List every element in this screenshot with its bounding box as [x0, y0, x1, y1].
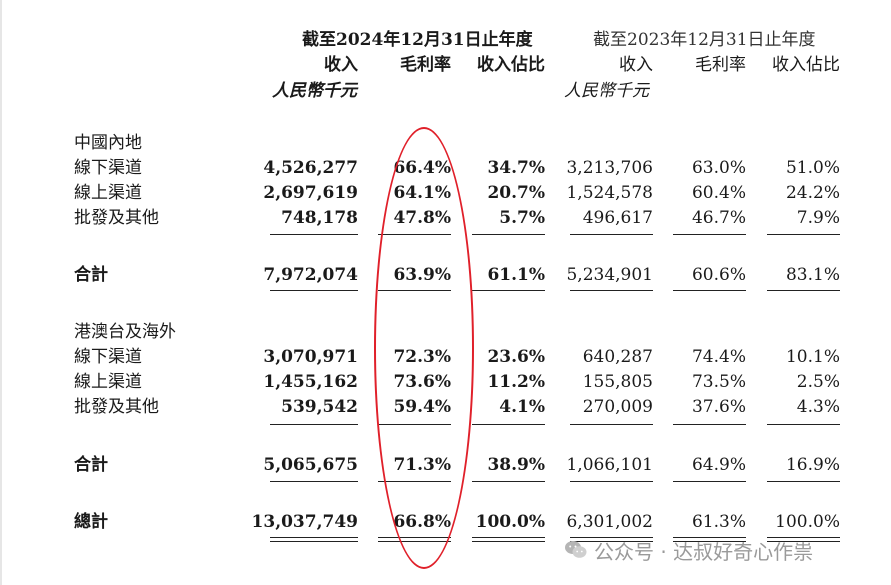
col-share-2024: 收入佔比: [477, 55, 545, 75]
row-label: 線下渠道: [74, 158, 142, 178]
cell-share-2023: 16.9%: [785, 455, 840, 475]
cell-share-2023: 24.2%: [785, 183, 840, 203]
cell-revenue-2024: 748,178: [281, 208, 358, 228]
rule: [673, 234, 746, 235]
page-edge: [0, 0, 2, 585]
rule: [570, 481, 653, 482]
cell-revenue-2024: 3,070,971: [263, 347, 358, 367]
cell-revenue-2023: 1,066,101: [566, 455, 653, 475]
rule: [673, 481, 746, 482]
cell-revenue-2024: 4,526,277: [263, 158, 358, 178]
rule: [270, 481, 358, 482]
wechat-icon: [565, 541, 587, 558]
row-label: 批發及其他: [74, 397, 159, 417]
double-rule: [673, 537, 746, 542]
rule: [270, 290, 358, 291]
cell-revenue-2024: 5,065,675: [263, 455, 358, 475]
cell-revenue-2023: 5,234,901: [566, 265, 653, 285]
rule: [570, 290, 653, 291]
row-label: 線下渠道: [74, 347, 142, 367]
rule: [472, 290, 545, 291]
col-share-2023: 收入佔比: [772, 55, 840, 75]
cell-revenue-2023: 496,617: [582, 208, 653, 228]
rule: [673, 424, 746, 425]
cell-share-2024: 23.6%: [487, 347, 545, 367]
unit-label-2023: 人民幣千元: [564, 81, 649, 101]
row-label: 線上渠道: [74, 183, 142, 203]
col-revenue-2023: 收入: [619, 55, 653, 75]
cell-margin-2023: 46.7%: [691, 208, 746, 228]
watermark-text: 公众号 · 达叔好奇心作祟: [594, 539, 814, 564]
cell-share-2024: 20.7%: [487, 183, 545, 203]
cell-share-2024: 34.7%: [487, 158, 545, 178]
cell-share-2023: 2.5%: [796, 372, 840, 392]
double-rule: [767, 537, 840, 542]
double-rule: [270, 537, 358, 542]
rule: [767, 234, 840, 235]
unit-label-2024: 人民幣千元: [272, 81, 357, 101]
cell-share-2023: 83.1%: [785, 265, 840, 285]
rule: [767, 424, 840, 425]
cell-revenue-2024: 7,972,074: [263, 265, 358, 285]
col-margin-2023: 毛利率: [695, 55, 746, 75]
cell-margin-2023: 64.9%: [691, 455, 746, 475]
cell-margin-2023: 61.3%: [691, 512, 746, 532]
watermark: 公众号 · 达叔好奇心作祟: [564, 535, 813, 565]
rule: [570, 424, 653, 425]
cell-revenue-2023: 1,524,578: [566, 183, 653, 203]
cell-margin-2023: 74.4%: [691, 347, 746, 367]
cell-share-2023: 4.3%: [796, 397, 840, 417]
cell-revenue-2024: 1,455,162: [263, 372, 358, 392]
cell-revenue-2023: 3,213,706: [566, 158, 653, 178]
double-rule: [472, 537, 545, 542]
cell-revenue-2023: 155,805: [582, 372, 653, 392]
cell-share-2024: 4.1%: [499, 397, 545, 417]
cell-revenue-2023: 6,301,002: [566, 512, 653, 532]
row-label: 總計: [74, 512, 108, 532]
col-margin-2024: 毛利率: [400, 55, 451, 75]
row-label: 批發及其他: [74, 208, 159, 228]
cell-margin-2023: 73.5%: [691, 372, 746, 392]
cell-share-2023: 7.9%: [796, 208, 840, 228]
red-ellipse-annotation: [374, 127, 474, 569]
row-label: 合計: [74, 265, 108, 285]
double-rule: [570, 537, 653, 542]
period-header-2024: 截至2024年12月31日止年度: [302, 30, 533, 50]
rule: [472, 481, 545, 482]
rule: [570, 234, 653, 235]
period-header-2023: 截至2023年12月31日止年度: [593, 30, 816, 50]
cell-share-2024: 100.0%: [475, 512, 545, 532]
rule: [767, 290, 840, 291]
rule: [673, 290, 746, 291]
cell-margin-2023: 60.4%: [691, 183, 746, 203]
cell-share-2023: 100.0%: [775, 512, 840, 532]
section-title-overseas: 港澳台及海外: [74, 322, 176, 342]
cell-share-2024: 11.2%: [487, 372, 545, 392]
rule: [270, 424, 358, 425]
cell-revenue-2024: 2,697,619: [263, 183, 358, 203]
cell-revenue-2024: 13,037,749: [251, 512, 358, 532]
cell-share-2024: 38.9%: [487, 455, 545, 475]
cell-revenue-2023: 640,287: [582, 347, 653, 367]
rule: [472, 234, 545, 235]
cell-share-2024: 5.7%: [499, 208, 545, 228]
row-label: 線上渠道: [74, 372, 142, 392]
col-revenue-2024: 收入: [324, 55, 358, 75]
cell-revenue-2024: 539,542: [281, 397, 358, 417]
cell-share-2023: 10.1%: [785, 347, 840, 367]
cell-margin-2023: 37.6%: [691, 397, 746, 417]
rule: [767, 481, 840, 482]
cell-share-2024: 61.1%: [487, 265, 545, 285]
cell-share-2023: 51.0%: [785, 158, 840, 178]
rule: [472, 424, 545, 425]
section-title-mainland: 中國內地: [74, 133, 142, 153]
cell-margin-2023: 63.0%: [691, 158, 746, 178]
cell-margin-2023: 60.6%: [691, 265, 746, 285]
rule: [270, 234, 358, 235]
cell-revenue-2023: 270,009: [582, 397, 653, 417]
row-label: 合計: [74, 455, 108, 475]
